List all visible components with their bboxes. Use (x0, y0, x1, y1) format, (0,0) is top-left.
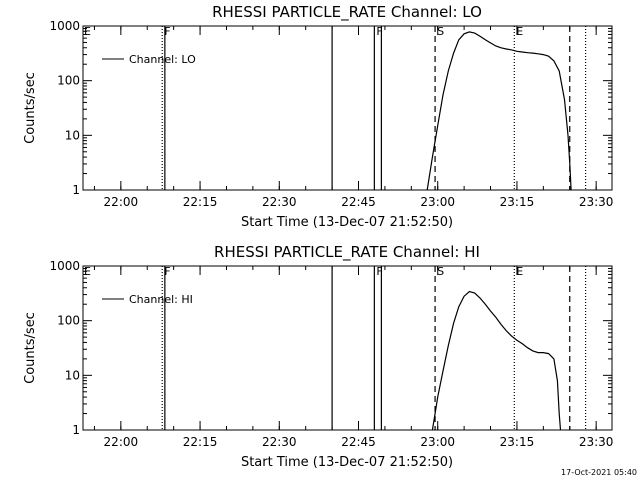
event-marker-label: E (516, 265, 523, 278)
x-tick-label: 22:15 (183, 435, 218, 449)
footer-timestamp: 17-Oct-2021 05:40 (561, 468, 637, 477)
panel-hi: RHESSI PARTICLE_RATE Channel: HI Start T… (23, 243, 613, 470)
event-marker-label: E (84, 25, 91, 38)
plot-frame (82, 25, 613, 191)
event-marker-label: S (437, 25, 444, 38)
y-tick-label: 1000 (49, 19, 80, 33)
x-tick-label: 22:45 (341, 435, 376, 449)
y-tick-label: 1 (72, 423, 80, 437)
event-marker-label: F (376, 25, 382, 38)
event-marker-label: F (376, 265, 382, 278)
x-tick-label: 23:00 (420, 435, 455, 449)
y-tick-label: 1000 (49, 259, 80, 273)
event-marker-label: F (164, 25, 170, 38)
x-tick-label: 23:15 (500, 435, 535, 449)
x-tick-label: 22:30 (262, 195, 297, 209)
event-marker-label: E (516, 25, 523, 38)
y-tick-label: 10 (65, 128, 80, 142)
event-marker-label: F (164, 265, 170, 278)
x-axis-label: Start Time (13-Dec-07 21:52:50) (241, 455, 453, 470)
series-line (431, 290, 562, 431)
x-tick-label: 23:30 (579, 195, 614, 209)
x-tick-label: 22:45 (341, 195, 376, 209)
event-marker-label: E (84, 265, 91, 278)
y-axis-label: Counts/sec (23, 312, 38, 384)
x-tick-label: 22:15 (183, 195, 218, 209)
x-tick-label: 22:00 (104, 195, 139, 209)
panel-title: RHESSI PARTICLE_RATE Channel: LO (212, 3, 482, 22)
legend: Channel: LO (102, 53, 196, 66)
x-tick-label: 22:30 (262, 435, 297, 449)
x-tick-label: 23:00 (420, 195, 455, 209)
panel-title: RHESSI PARTICLE_RATE Channel: HI (214, 243, 480, 262)
y-tick-label: 100 (57, 314, 80, 328)
x-axis-label: Start Time (13-Dec-07 21:52:50) (241, 215, 453, 230)
panel-lo: RHESSI PARTICLE_RATE Channel: LO Start T… (23, 3, 613, 230)
y-axis-label: Counts/sec (23, 72, 38, 144)
series-line (426, 31, 572, 191)
x-tick-label: 22:00 (104, 435, 139, 449)
x-tick-label: 23:15 (500, 195, 535, 209)
legend: Channel: HI (102, 293, 193, 306)
legend-label: Channel: LO (129, 53, 196, 66)
y-tick-label: 10 (65, 368, 80, 382)
legend-label: Channel: HI (129, 293, 193, 306)
y-tick-label: 100 (57, 74, 80, 88)
x-tick-label: 23:30 (579, 435, 614, 449)
event-marker-label: S (437, 265, 444, 278)
plot-frame (82, 265, 613, 431)
y-tick-label: 1 (72, 183, 80, 197)
